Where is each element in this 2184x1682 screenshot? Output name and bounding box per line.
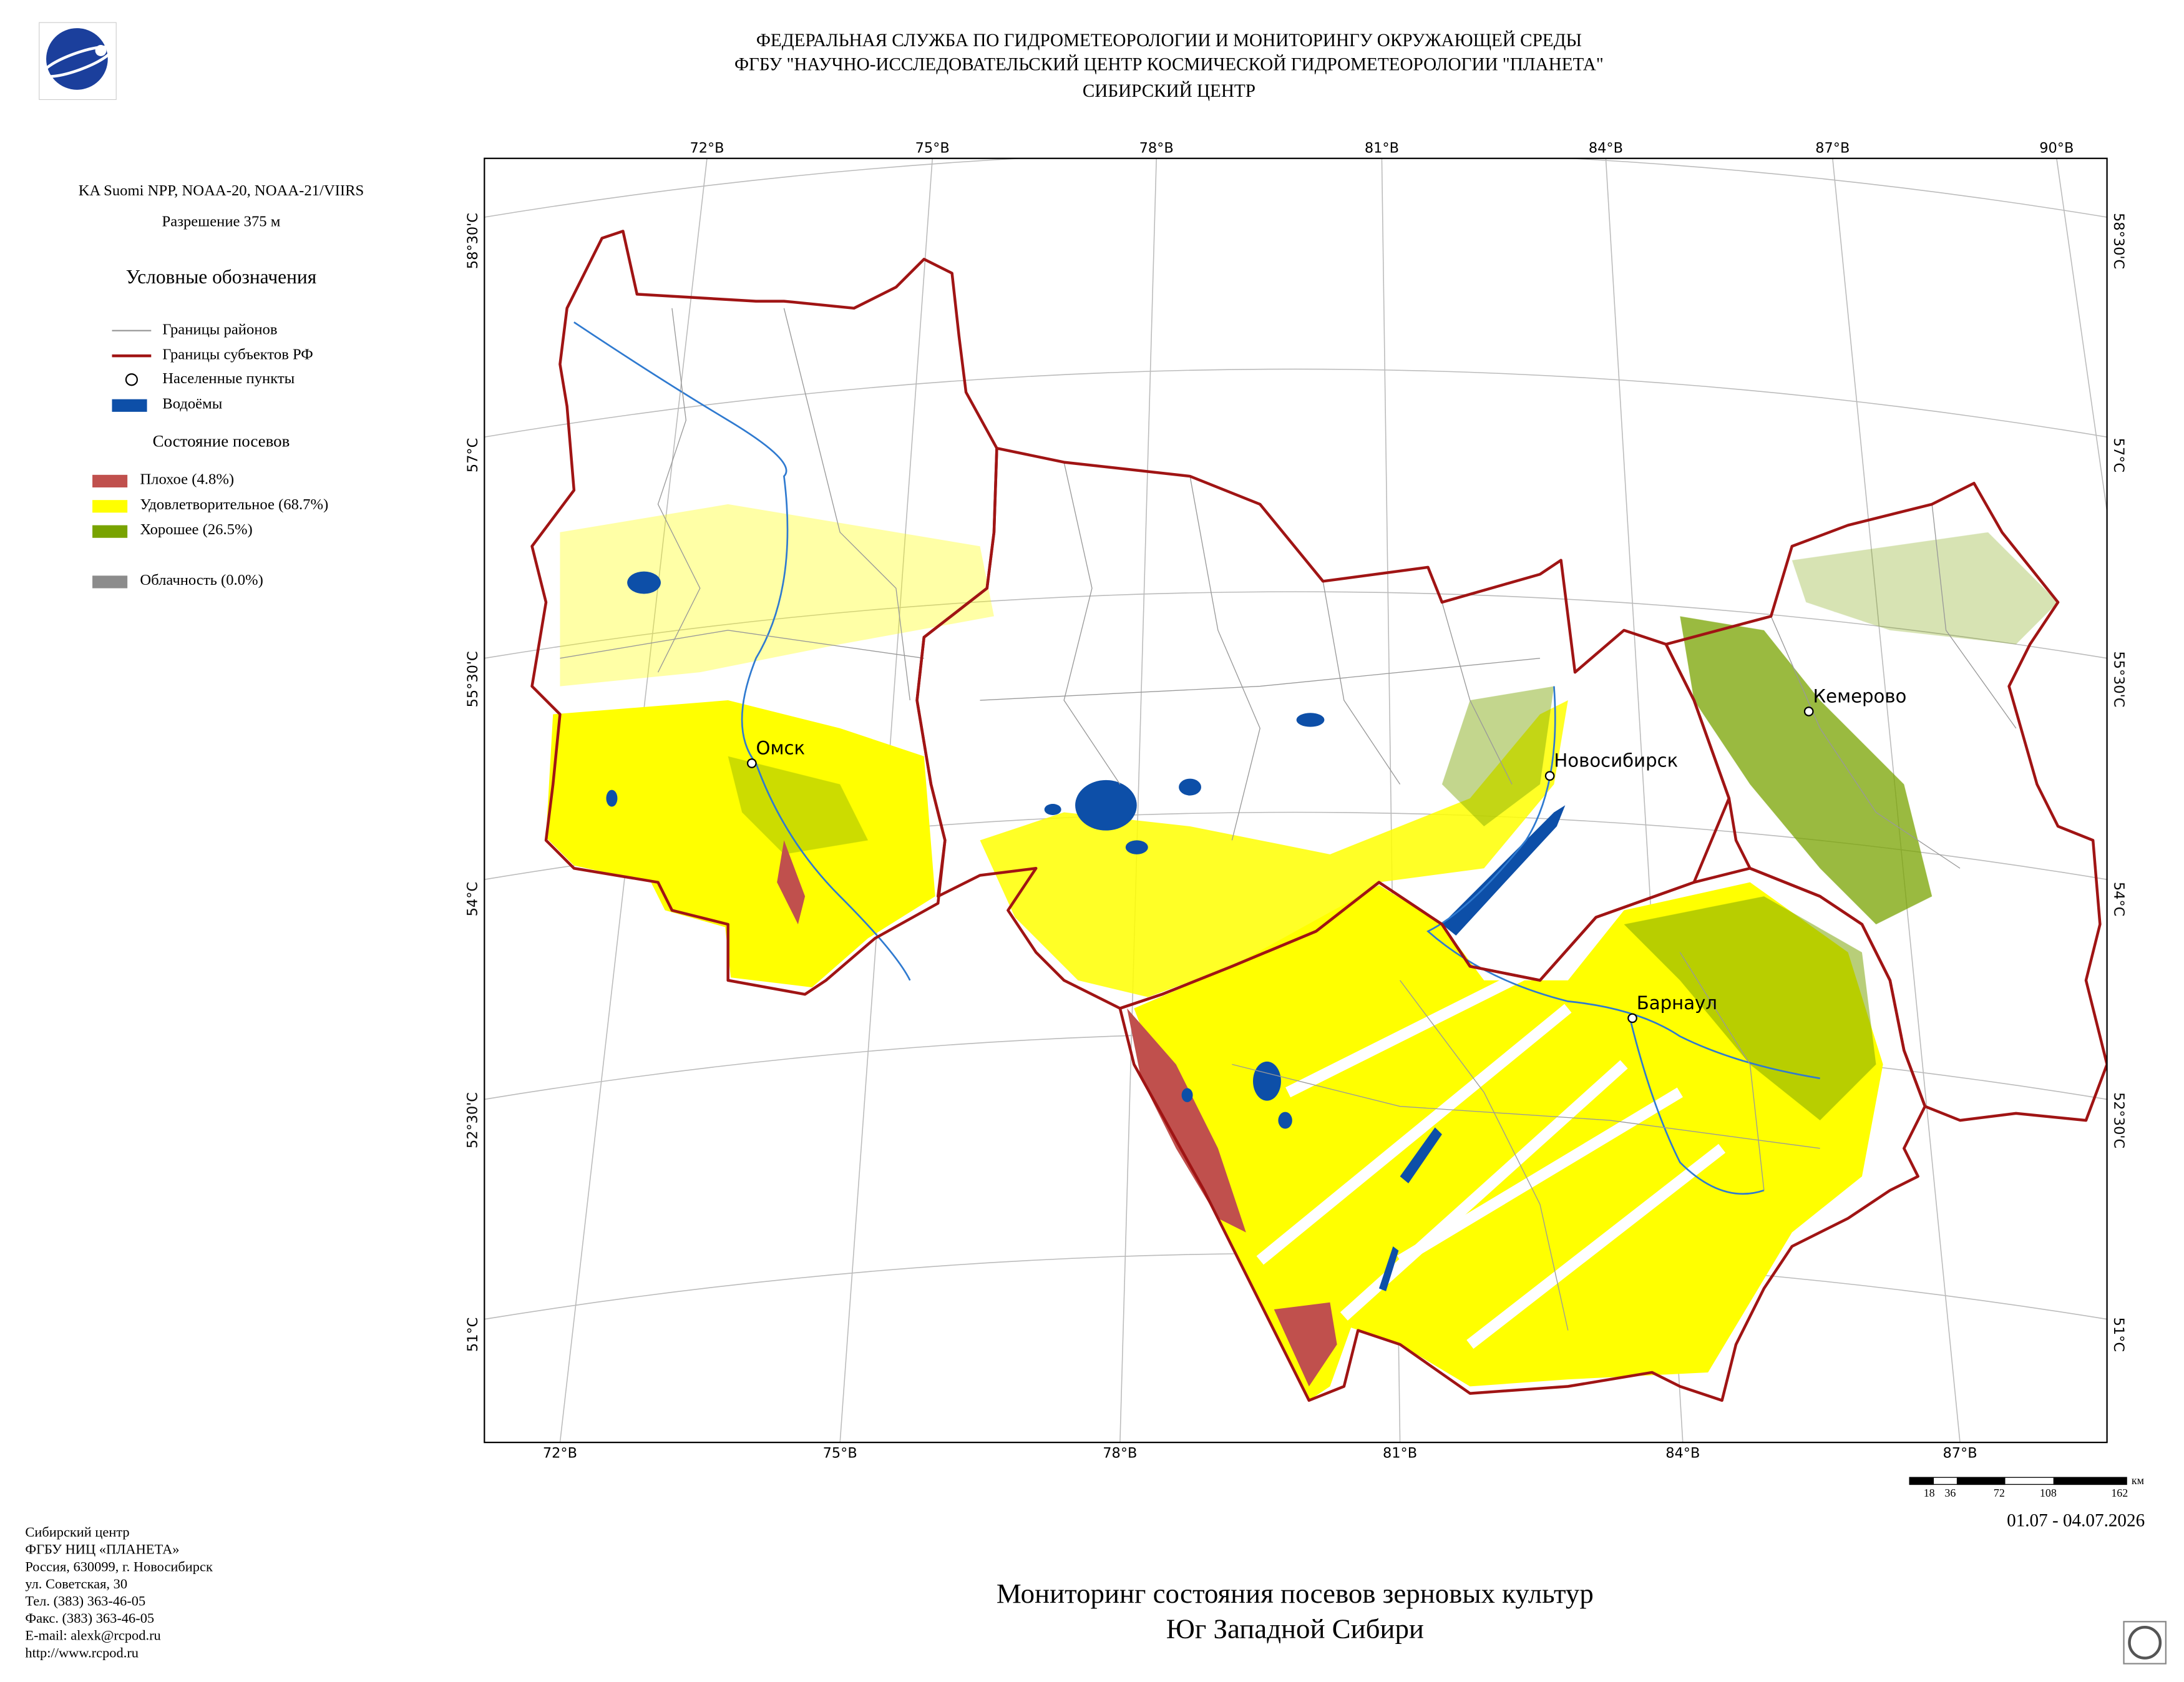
- district-boundaries: [560, 308, 2017, 1331]
- map-area: Омск Новосибирск Кемерово Барнаул: [484, 158, 2107, 1443]
- lon-label: 72°В: [543, 1445, 577, 1462]
- title-line: Юг Западной Сибири: [1166, 1613, 1424, 1644]
- city-marker: [1803, 707, 1814, 716]
- scale-label: 18: [1924, 1487, 1935, 1499]
- legend-symbols: [92, 330, 152, 589]
- lat-label: 51°С: [2110, 1318, 2127, 1352]
- lat-label: 55°30'С: [2110, 651, 2127, 707]
- lon-label: 84°В: [1589, 140, 1623, 157]
- scale-label: 108: [2040, 1487, 2057, 1499]
- lon-label: 75°В: [823, 1445, 857, 1462]
- lat-label: 57°С: [465, 438, 481, 472]
- lon-label: 87°В: [1943, 1445, 1977, 1462]
- logo: [39, 22, 117, 100]
- legend-item: Населенные пункты: [162, 370, 295, 387]
- cloud-item: Облачность (0.0%): [140, 572, 263, 589]
- city-marker: [1627, 1013, 1637, 1024]
- scale-label: 162: [2111, 1487, 2128, 1499]
- lon-label: 87°В: [1815, 140, 1850, 157]
- city-label: Омск: [756, 738, 806, 759]
- contact-line: E-mail: alexk@rcpod.ru: [25, 1628, 160, 1643]
- header-line: СИБИРСКИЙ ЦЕНТР: [1083, 81, 1255, 101]
- lon-label: 81°В: [1383, 1445, 1417, 1462]
- crop-title: Состояние посевов: [153, 431, 290, 450]
- lat-label: 57°С: [2110, 438, 2127, 472]
- lon-label: 81°В: [1365, 140, 1399, 157]
- subject-boundaries: [530, 230, 2107, 1402]
- legend-item: Границы районов: [162, 321, 277, 338]
- scale-label: 72: [1994, 1487, 2005, 1499]
- contact-line: Россия, 630099, г. Новосибирск: [25, 1558, 213, 1574]
- city-label: Кемерово: [1813, 686, 1906, 707]
- legend-item: Водоёмы: [162, 395, 222, 412]
- lon-label: 75°В: [915, 140, 950, 157]
- city-label: Барнаул: [1637, 992, 1717, 1014]
- scale-label: 36: [1944, 1487, 1956, 1499]
- lat-label: 52°30'С: [465, 1092, 481, 1148]
- lon-label: 90°В: [2039, 140, 2074, 157]
- lat-label: 52°30'С: [2110, 1092, 2127, 1148]
- lat-label: 51°С: [465, 1318, 481, 1352]
- header-line: ФЕДЕРАЛЬНАЯ СЛУЖБА ПО ГИДРОМЕТЕОРОЛОГИИ …: [756, 31, 1582, 51]
- lat-label: 55°30'С: [465, 651, 481, 707]
- lon-label: 72°В: [690, 140, 724, 157]
- crop-item: Плохое (4.8%): [140, 471, 234, 487]
- lat-label: 54°С: [2110, 882, 2127, 916]
- lon-label: 84°В: [1665, 1445, 1700, 1462]
- resolution: Разрешение 375 м: [162, 213, 281, 230]
- header-line: ФГБУ "НАУЧНО-ИССЛЕДОВАТЕЛЬСКИЙ ЦЕНТР КОС…: [734, 54, 1604, 74]
- title-line: Мониторинг состояния посевов зерновых ку…: [997, 1578, 1594, 1609]
- contact-line: ФГБУ НИЦ «ПЛАНЕТА»: [25, 1542, 179, 1557]
- crop-item: Хорошее (26.5%): [140, 521, 252, 538]
- water: [606, 571, 1566, 1291]
- city-marker: [746, 758, 757, 768]
- crop-bad: [777, 840, 1337, 1387]
- scale-bar: [1909, 1477, 2127, 1485]
- scale-unit: км: [2132, 1474, 2144, 1487]
- contact-line: http://www.rcpod.ru: [25, 1645, 139, 1660]
- lat-label: 58°30'С: [465, 213, 481, 269]
- legend-item: Границы субъектов РФ: [162, 346, 313, 363]
- lon-label: 78°В: [1139, 140, 1174, 157]
- date: 01.07 - 04.07.2026: [2007, 1511, 2145, 1531]
- legend-title: Условные обозначения: [126, 266, 316, 288]
- contact-line: Тел. (383) 363-46-05: [25, 1593, 145, 1608]
- city-marker: [1544, 771, 1555, 781]
- lon-label: 78°В: [1103, 1445, 1137, 1462]
- lat-label: 58°30'С: [2110, 213, 2127, 269]
- crop-item: Удовлетворительное (68.7%): [140, 496, 328, 513]
- contact-line: ул. Советская, 30: [25, 1576, 127, 1592]
- iso-logo: [2123, 1621, 2167, 1665]
- map-frame: [484, 157, 2108, 1444]
- contact-line: Факс. (383) 363-46-05: [25, 1610, 154, 1626]
- region-outline: [1118, 867, 1927, 1402]
- contact-line: Сибирский центр: [25, 1524, 129, 1540]
- city-label: Новосибирск: [1554, 750, 1678, 771]
- satellite: KA Suomi NPP, NOAA-20, NOAA-21/VIIRS: [79, 182, 364, 199]
- lat-label: 54°С: [465, 882, 481, 916]
